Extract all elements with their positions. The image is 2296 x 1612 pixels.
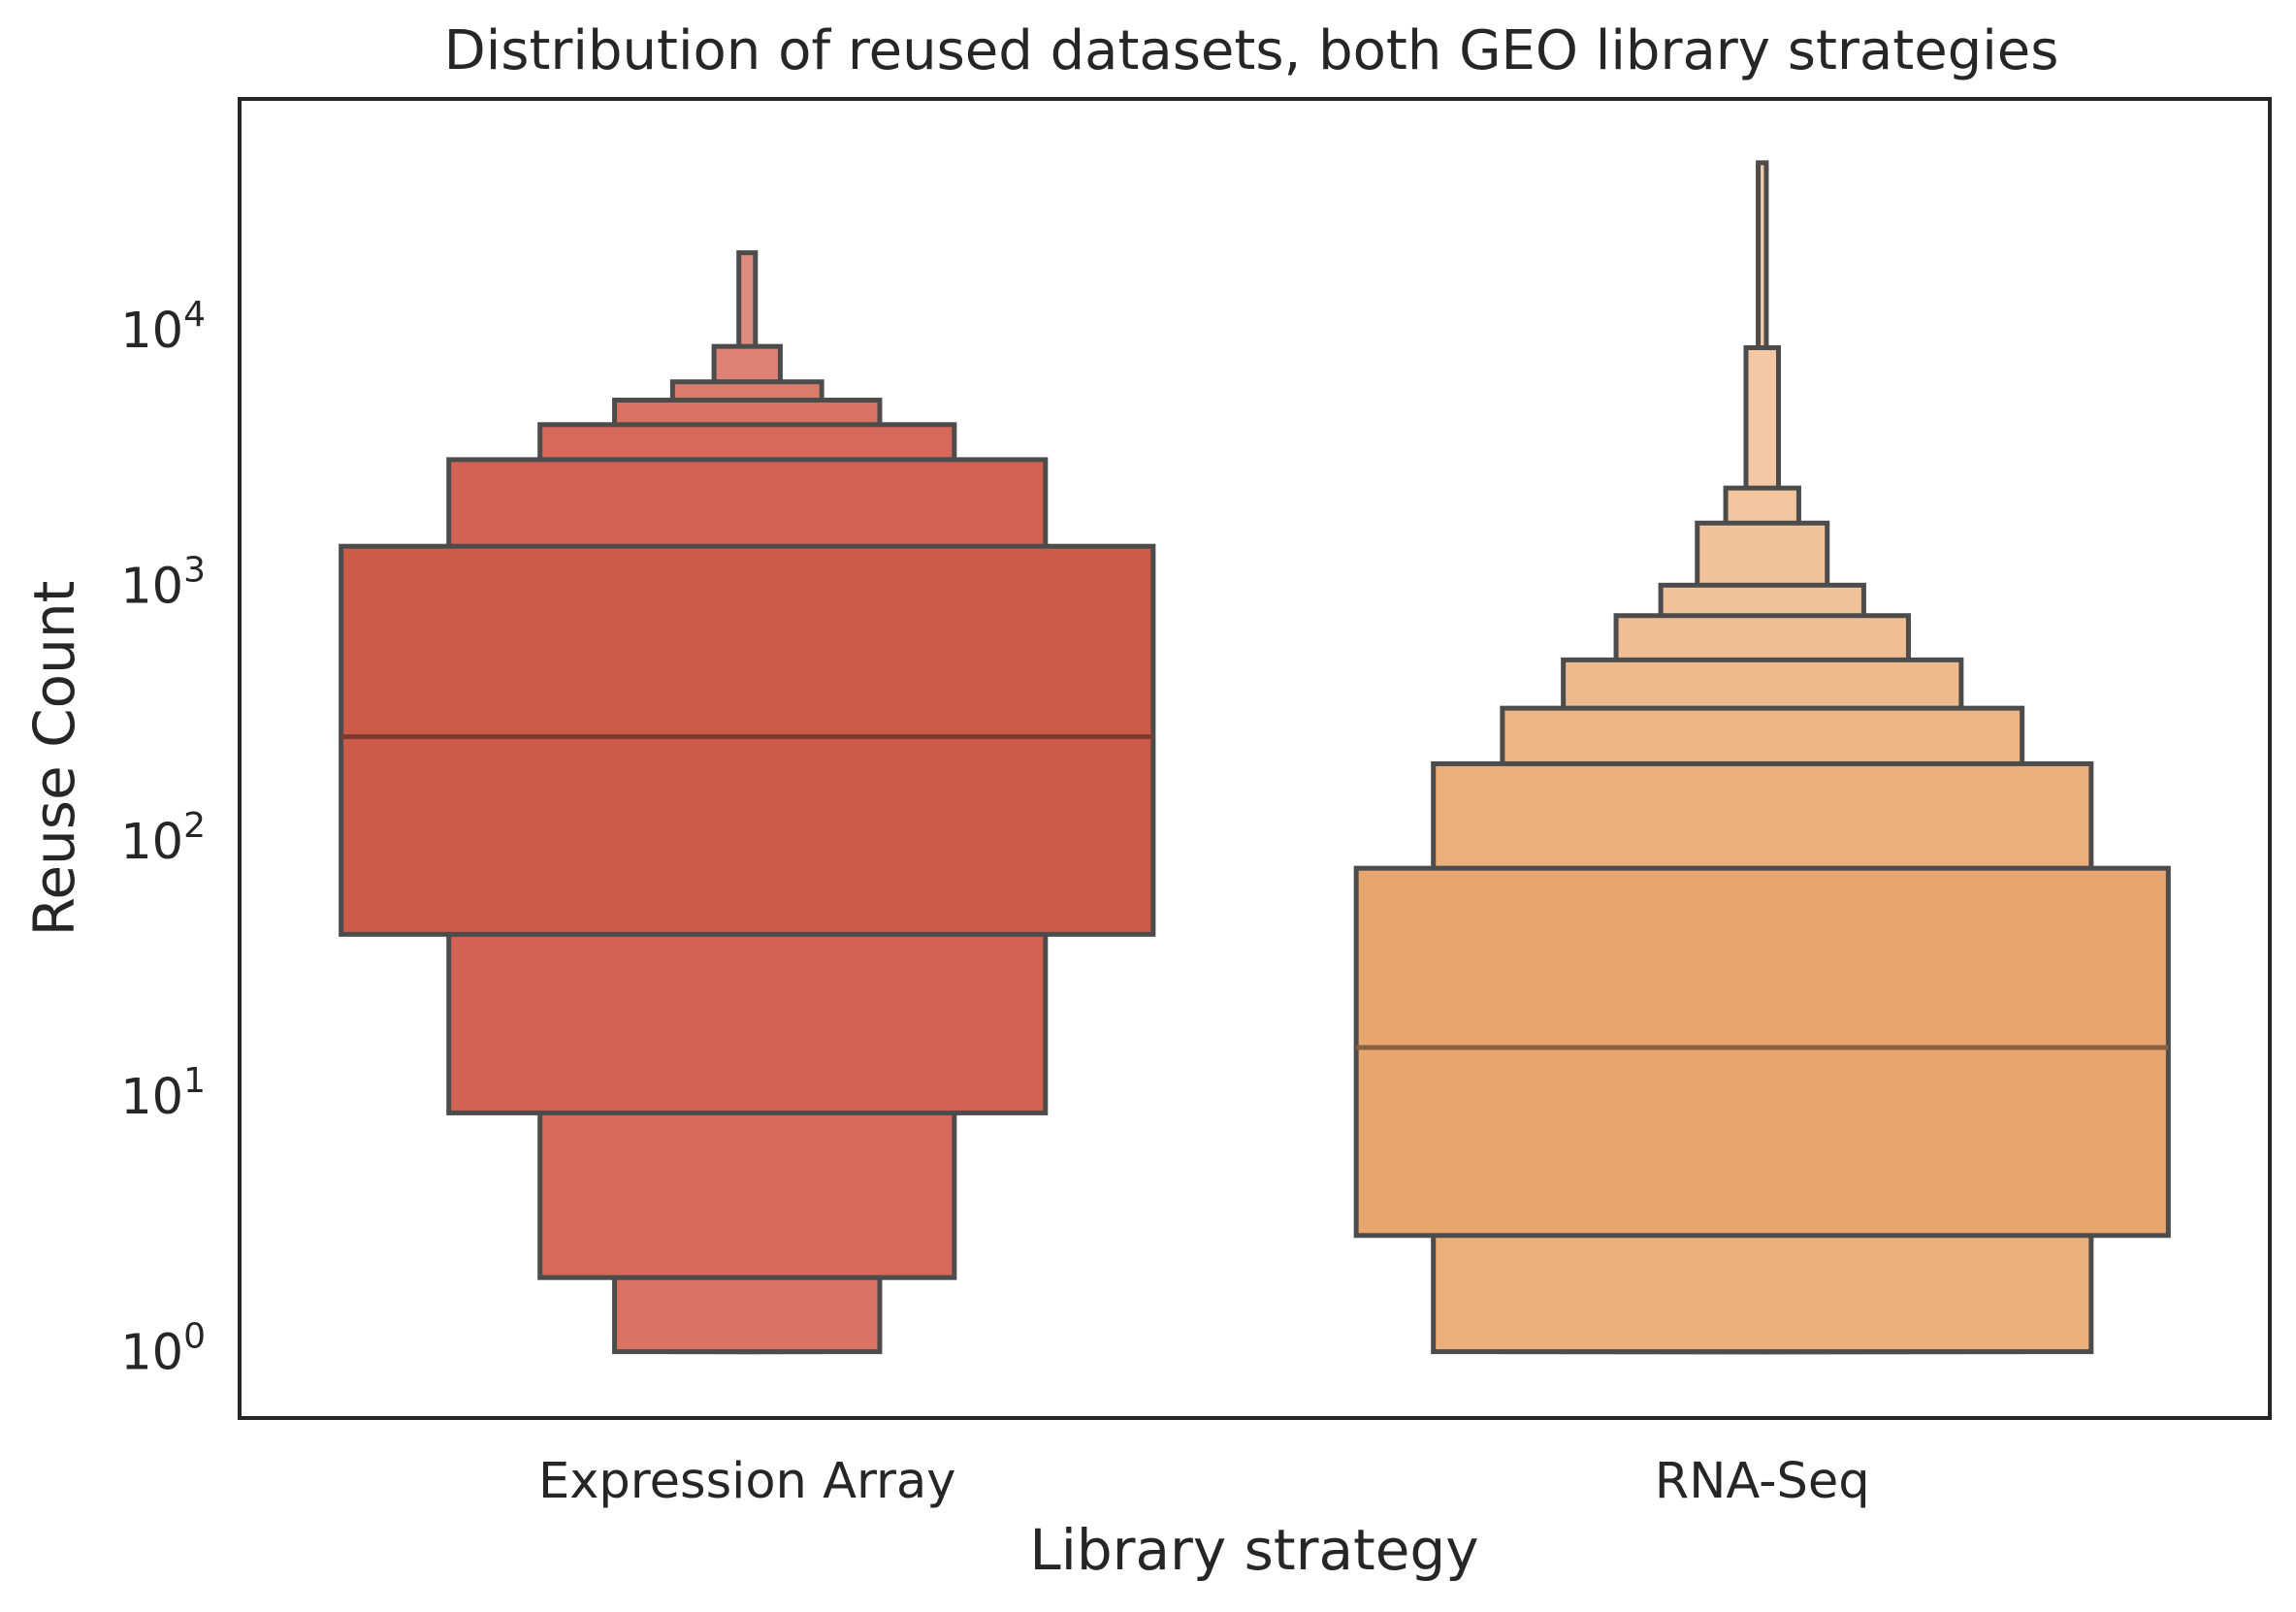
y-tick-label: 100	[120, 1317, 206, 1382]
plot-frame	[238, 97, 2272, 1420]
y-axis-ticks: 100 101 102 103 104	[120, 295, 206, 1382]
x-axis-ticks: Expression Array RNA-Seq	[538, 1453, 1870, 1510]
y-tick-label: 101	[120, 1061, 206, 1126]
y-tick-label: 104	[120, 295, 206, 360]
y-tick-label: 102	[120, 806, 206, 871]
chart-title: Distribution of reused datasets, both GE…	[444, 19, 2059, 82]
y-axis-label: Reuse Count	[21, 581, 87, 937]
plot-area	[339, 160, 2171, 1355]
x-tick-label: RNA-Seq	[1655, 1453, 1870, 1510]
x-tick-label: Expression Array	[538, 1453, 955, 1510]
boxen-level-1	[339, 543, 1156, 937]
boxen-level-1	[1353, 865, 2171, 1239]
boxen-rna-seq	[1353, 160, 2171, 1355]
boxen-expression-array	[339, 250, 1156, 1355]
x-axis-label: Library strategy	[1029, 1517, 1478, 1583]
y-tick-label: 103	[120, 550, 206, 615]
